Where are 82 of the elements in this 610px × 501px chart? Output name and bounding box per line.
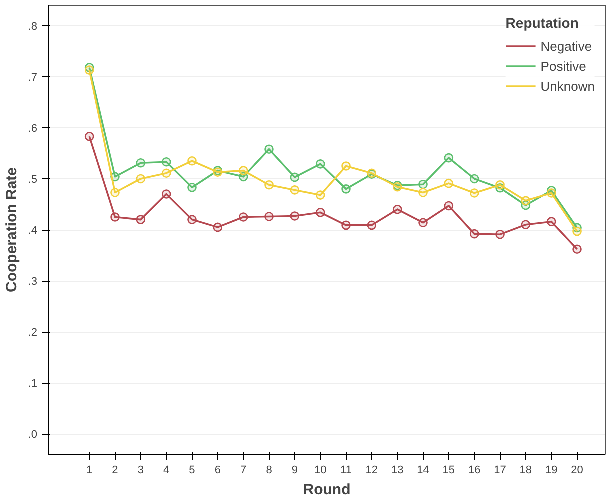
x-tick-label: 1	[86, 464, 93, 476]
point	[316, 190, 326, 200]
point	[238, 166, 248, 176]
point	[290, 212, 300, 221]
y-tick-label: .3	[28, 276, 38, 288]
point	[162, 158, 172, 167]
x-tick-label: 15	[442, 464, 456, 476]
x-axis-title: Round	[303, 482, 351, 498]
x-tick-label: 9	[292, 464, 298, 476]
y-tick-label: .2	[28, 327, 38, 340]
point	[470, 174, 480, 184]
point	[316, 208, 326, 218]
x-tick-label: 7	[240, 464, 247, 476]
x-tick-label: 13	[391, 464, 404, 476]
point	[521, 196, 531, 206]
legend-label: Negative	[540, 38, 592, 54]
point	[392, 204, 402, 214]
point	[418, 218, 428, 228]
x-tick-label: 3	[138, 464, 144, 476]
point	[290, 172, 300, 182]
point	[136, 215, 146, 224]
y-tick-label: .1	[28, 378, 38, 390]
x-tick-label: 2	[112, 464, 118, 476]
y-tick-label: .4	[28, 225, 38, 237]
point	[110, 188, 120, 198]
point	[572, 226, 582, 236]
x-tick-label: 5	[189, 464, 196, 476]
legend-label: Positive	[540, 58, 586, 74]
x-tick-label: 12	[366, 464, 378, 476]
point	[444, 153, 454, 163]
x-tick-label: 19	[545, 464, 558, 476]
point	[84, 132, 94, 142]
point	[496, 230, 505, 240]
point	[188, 183, 197, 192]
x-tick-label: 20	[571, 464, 584, 476]
point	[188, 215, 197, 224]
point	[342, 220, 351, 230]
point	[290, 186, 300, 195]
x-tick-label: 17	[494, 464, 506, 476]
point	[264, 144, 274, 154]
point	[470, 229, 480, 239]
legend-title: Reputation	[506, 15, 580, 31]
point	[84, 66, 94, 75]
y-tick-label: .5	[28, 174, 38, 186]
y-axis-title: Cooperation Rate	[3, 167, 20, 293]
point	[496, 180, 505, 190]
point	[316, 160, 326, 169]
point	[162, 190, 172, 199]
point	[213, 222, 223, 232]
point	[546, 188, 556, 198]
point	[470, 188, 480, 198]
point	[110, 212, 120, 222]
y-tick-label: .7	[28, 72, 38, 84]
y-tick-label: .6	[28, 122, 38, 135]
x-tick-label: 18	[520, 464, 532, 476]
point	[264, 180, 274, 190]
point	[546, 217, 556, 226]
point	[238, 212, 248, 222]
y-tick-label: .0	[28, 429, 38, 442]
x-tick-label: 6	[214, 464, 221, 476]
point	[521, 220, 531, 230]
point	[136, 174, 146, 184]
point	[342, 162, 351, 171]
point	[418, 180, 428, 190]
point	[162, 168, 172, 178]
point	[342, 184, 351, 194]
point	[367, 220, 377, 230]
point	[572, 244, 582, 254]
x-tick-label: 14	[417, 464, 430, 476]
y-tick-label: .8	[28, 20, 38, 33]
point	[444, 178, 454, 188]
point	[188, 156, 197, 166]
point	[418, 188, 428, 198]
x-tick-label: 16	[468, 464, 481, 476]
point	[136, 158, 146, 168]
x-tick-label: 4	[164, 464, 170, 476]
legend-label: Unknown	[540, 78, 595, 94]
point	[264, 212, 274, 222]
point	[444, 201, 454, 211]
x-tick-label: 8	[266, 464, 272, 476]
x-tick-label: 10	[314, 464, 327, 476]
x-tick-label: 11	[340, 464, 352, 476]
